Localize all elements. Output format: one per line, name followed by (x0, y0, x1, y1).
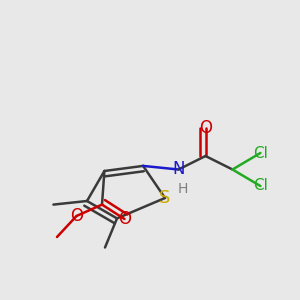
Text: Cl: Cl (253, 146, 268, 160)
Text: Cl: Cl (253, 178, 268, 194)
Text: N: N (172, 160, 185, 178)
Text: O: O (118, 210, 131, 228)
Text: H: H (178, 182, 188, 196)
Text: O: O (70, 207, 83, 225)
Text: O: O (199, 119, 212, 137)
Text: S: S (159, 189, 171, 207)
